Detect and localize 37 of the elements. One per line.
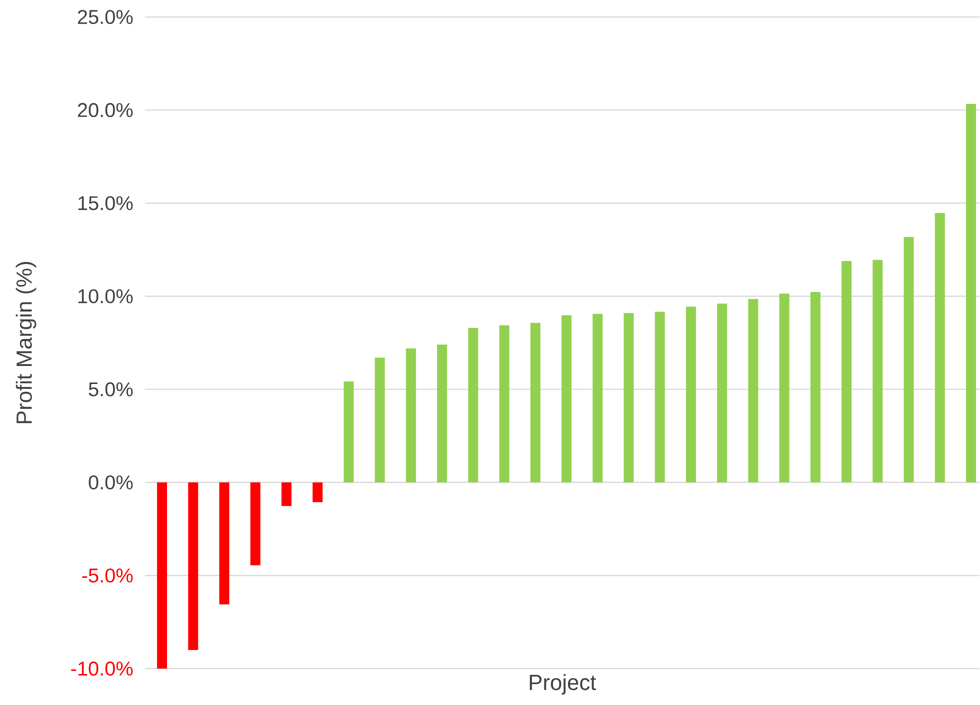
bar — [810, 292, 820, 483]
y-tick-label: 20.0% — [78, 103, 133, 118]
y-tick-label: -5.0% — [82, 568, 133, 583]
y-tick-label: 10.0% — [78, 289, 133, 304]
bar — [562, 315, 572, 483]
y-tick-label: -10.0% — [71, 662, 133, 676]
bar — [499, 326, 510, 483]
bar — [437, 344, 448, 483]
bar — [904, 237, 914, 483]
bar — [281, 482, 292, 506]
bar — [748, 299, 758, 483]
bar — [468, 328, 478, 483]
bar — [188, 482, 198, 650]
bar — [624, 313, 634, 483]
bar — [312, 482, 323, 502]
bar — [530, 323, 540, 483]
bar — [934, 213, 945, 483]
bar — [250, 482, 260, 566]
bar — [654, 312, 665, 483]
bar — [219, 482, 230, 605]
bar — [592, 314, 603, 483]
bar — [374, 358, 385, 483]
bar — [157, 482, 168, 669]
y-axis-title: Profit Margin (%) — [16, 262, 36, 424]
bar — [842, 261, 852, 483]
bar — [717, 304, 728, 483]
y-tick-label: 0.0% — [88, 476, 133, 490]
y-tick-label: 25.0% — [78, 10, 133, 24]
bar — [344, 382, 354, 483]
y-tick-label: 5.0% — [88, 382, 133, 397]
y-tick-label: 15.0% — [78, 196, 133, 210]
bar — [872, 260, 883, 483]
bar — [966, 104, 976, 483]
bar — [779, 294, 790, 483]
x-axis-title: Project — [530, 674, 596, 695]
bar — [686, 306, 696, 483]
bar — [406, 348, 416, 483]
